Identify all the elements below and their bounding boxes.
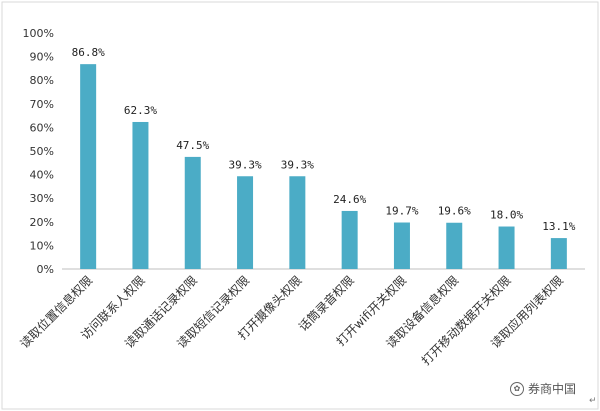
data-label: 19.7% — [385, 205, 418, 218]
data-label: 19.6% — [438, 205, 471, 218]
data-label: 86.8% — [72, 46, 105, 59]
y-tick-label: 0% — [37, 263, 54, 276]
x-tick-label: 打开移动数据开关权限 — [418, 273, 513, 368]
data-label: 39.3% — [281, 158, 314, 171]
bar — [446, 222, 463, 269]
y-tick-label: 70% — [30, 98, 54, 111]
data-label: 13.1% — [542, 220, 575, 233]
data-label: 39.3% — [228, 158, 261, 171]
y-tick-label: 90% — [30, 51, 54, 64]
bar — [498, 226, 515, 269]
y-tick-label: 80% — [30, 74, 54, 87]
y-tick-label: 20% — [30, 216, 54, 229]
bar — [393, 222, 410, 269]
y-tick-label: 100% — [23, 27, 54, 40]
bar — [237, 176, 254, 269]
bar — [550, 238, 567, 269]
bar — [132, 121, 149, 269]
y-tick-label: 60% — [30, 121, 54, 134]
bar — [289, 176, 306, 269]
y-tick-label: 30% — [30, 192, 54, 205]
data-label: 47.5% — [176, 139, 209, 152]
bar — [341, 210, 358, 269]
data-label: 18.0% — [490, 209, 523, 222]
wechat-icon: ✿ — [510, 381, 524, 396]
watermark: ✿ 券商中国 — [510, 380, 576, 397]
y-tick-label: 10% — [30, 239, 54, 252]
data-label: 24.6% — [333, 193, 366, 206]
watermark-text: 券商中国 — [528, 382, 577, 396]
bar — [80, 64, 97, 269]
y-tick-label: 40% — [30, 169, 54, 182]
data-label: 62.3% — [124, 104, 157, 117]
bar — [184, 156, 201, 269]
return-mark: ↵ — [589, 396, 597, 406]
y-tick-label: 50% — [30, 145, 54, 158]
